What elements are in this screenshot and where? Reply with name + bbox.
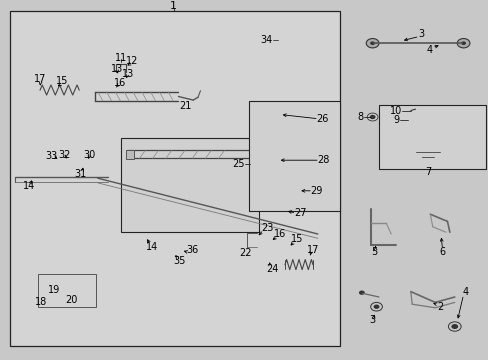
Text: 25: 25 (232, 159, 244, 169)
Text: 24: 24 (265, 264, 278, 274)
Text: 32: 32 (58, 150, 71, 160)
Text: 36: 36 (185, 245, 198, 255)
Circle shape (369, 41, 374, 45)
Text: 28: 28 (317, 155, 329, 165)
Text: 27: 27 (293, 208, 306, 218)
Text: 10: 10 (389, 105, 402, 116)
Circle shape (358, 291, 364, 295)
Text: 16: 16 (273, 229, 286, 239)
Circle shape (220, 221, 224, 225)
Text: 1: 1 (170, 1, 177, 12)
Text: 15: 15 (56, 76, 69, 86)
Text: 3: 3 (369, 315, 375, 325)
Text: 26: 26 (316, 114, 328, 124)
Bar (10, 11, 339, 346)
Text: 13: 13 (111, 64, 123, 74)
Text: 20: 20 (65, 294, 78, 305)
Text: 17: 17 (34, 74, 47, 84)
Text: 4: 4 (462, 287, 468, 297)
Text: 6: 6 (439, 247, 445, 257)
Circle shape (225, 191, 229, 194)
Text: 31: 31 (74, 168, 87, 179)
Circle shape (456, 39, 469, 48)
Bar (249, 101, 339, 211)
Circle shape (211, 216, 218, 221)
Bar (38, 274, 96, 307)
Circle shape (366, 39, 378, 48)
Circle shape (373, 305, 379, 309)
Text: 15: 15 (290, 234, 303, 244)
Text: 35: 35 (173, 256, 186, 266)
Text: 33: 33 (45, 151, 58, 161)
Bar (126, 150, 134, 159)
Circle shape (277, 37, 283, 42)
Circle shape (85, 174, 91, 179)
Text: 9: 9 (392, 114, 398, 125)
Text: 19: 19 (47, 285, 60, 295)
Circle shape (460, 41, 465, 45)
Text: 17: 17 (306, 245, 319, 255)
Text: 13: 13 (122, 69, 134, 79)
Circle shape (424, 145, 430, 150)
Text: 22: 22 (239, 248, 252, 258)
Bar (121, 138, 259, 232)
Text: 14: 14 (23, 181, 36, 191)
Text: 7: 7 (424, 167, 430, 177)
Text: 34: 34 (260, 35, 272, 45)
Circle shape (56, 157, 61, 161)
Text: 29: 29 (310, 186, 323, 196)
Text: 4: 4 (426, 45, 431, 55)
Circle shape (36, 86, 41, 90)
Bar (378, 105, 485, 169)
Text: 21: 21 (179, 101, 192, 111)
Text: 2: 2 (436, 302, 442, 312)
Circle shape (369, 115, 375, 119)
Text: 16: 16 (113, 78, 126, 88)
Text: 11: 11 (115, 53, 127, 63)
Text: 3: 3 (418, 29, 424, 39)
Text: 5: 5 (370, 247, 376, 257)
Circle shape (412, 137, 442, 158)
Circle shape (305, 260, 309, 264)
Text: 30: 30 (82, 150, 95, 160)
Text: 18: 18 (35, 297, 48, 307)
Circle shape (450, 324, 457, 329)
Circle shape (264, 243, 268, 246)
Text: 12: 12 (125, 56, 138, 66)
Text: 8: 8 (357, 112, 363, 122)
Text: 14: 14 (145, 242, 158, 252)
Text: 23: 23 (261, 222, 273, 233)
Circle shape (407, 118, 411, 121)
Circle shape (112, 88, 116, 91)
